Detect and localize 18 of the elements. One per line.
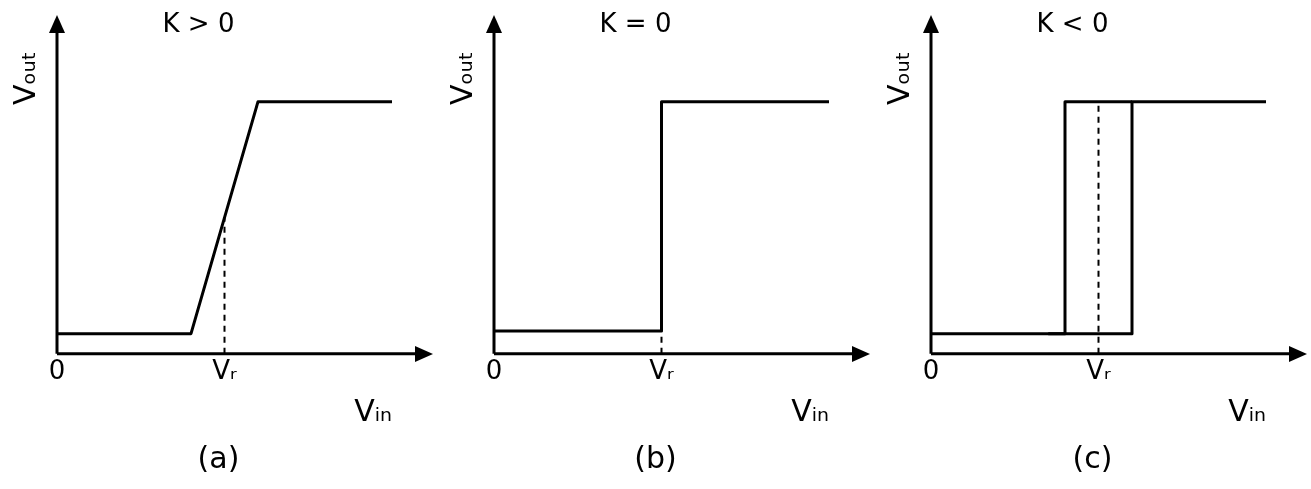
x-axis-title: Vᵢₙ — [1228, 392, 1266, 428]
text: (c) — [1071, 440, 1114, 475]
x-axis-title: Vᵢₙ — [791, 392, 829, 428]
x-axis-title: Vᵢₙ — [354, 392, 392, 428]
x-tick-label: 0 — [922, 355, 940, 386]
y-axis-title: Vₒᵤₜ — [6, 51, 42, 106]
chart-title: K < 0 — [1036, 8, 1109, 39]
text: (a) — [196, 440, 241, 475]
x-tick-label: 0 — [48, 355, 66, 386]
y-axis-title: Vₒᵤₜ — [880, 51, 916, 106]
text: (b) — [633, 440, 678, 475]
x-tick-label: Vᵣ — [212, 355, 238, 386]
x-tick-label: 0 — [485, 355, 503, 386]
chart-title: K > 0 — [162, 8, 235, 39]
x-tick-label: Vᵣ — [1086, 355, 1112, 386]
chart-title: K = 0 — [599, 8, 672, 39]
x-tick-label: Vᵣ — [649, 355, 675, 386]
y-axis-title: Vₒᵤₜ — [443, 51, 479, 106]
